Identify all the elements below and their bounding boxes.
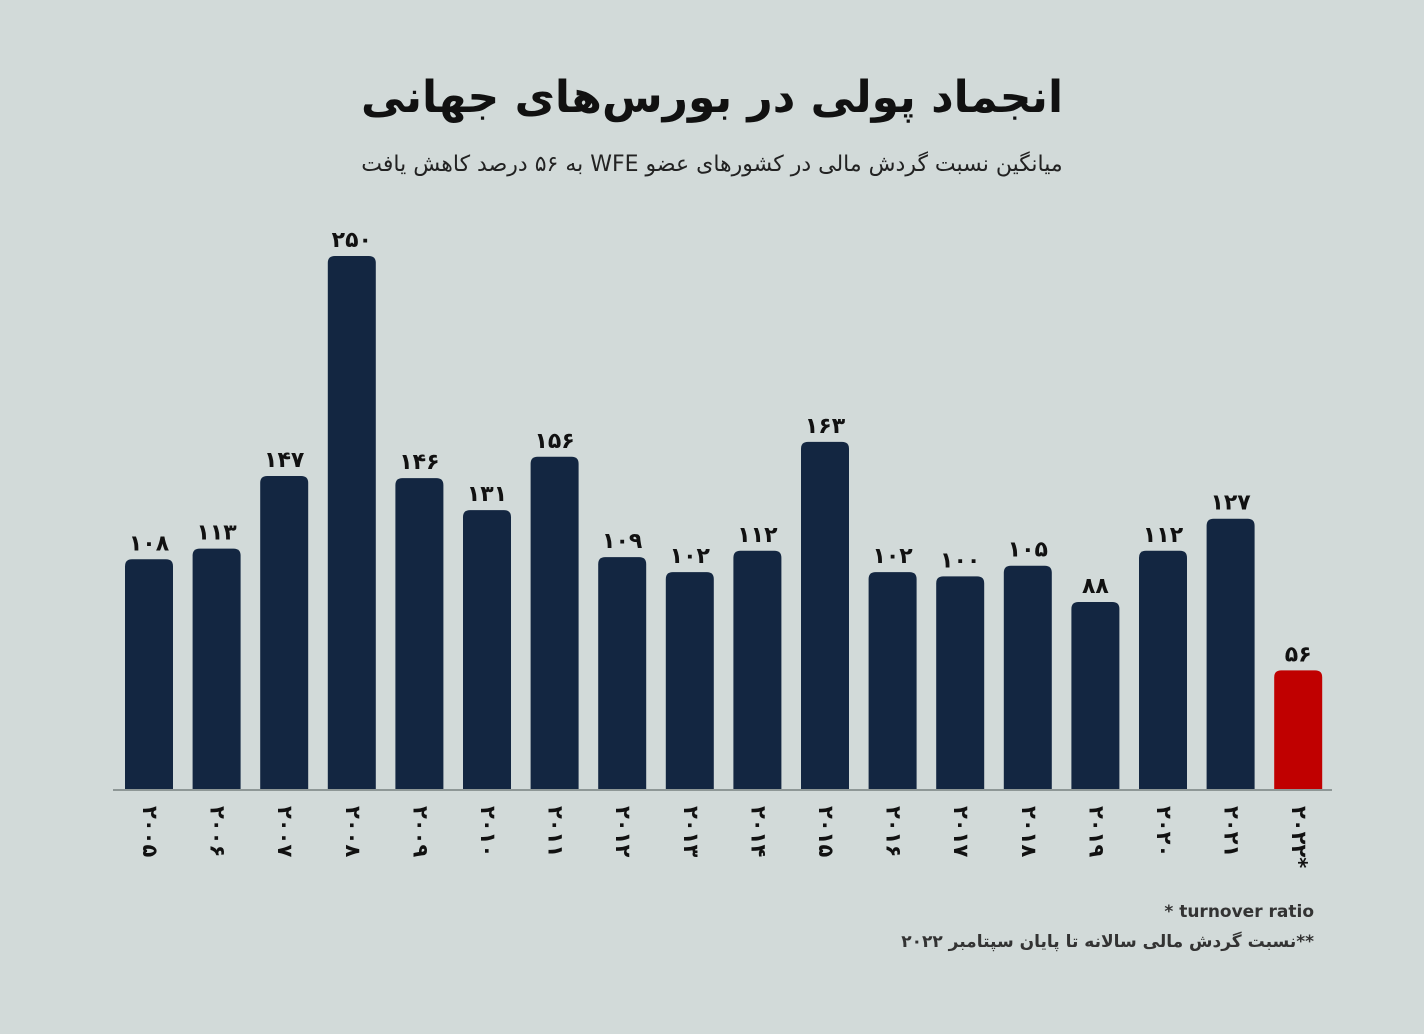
bar-8 [665,572,714,790]
bar-2 [260,476,309,790]
bar-1 [192,548,241,790]
value-label-5: ۱۳۱ [467,482,507,507]
value-label-11: ۱۰۲ [872,544,913,569]
bar-16 [1206,518,1255,790]
footnote-annualized: **نسبت گردش مالی سالانه تا پایان سپتامبر… [901,932,1314,952]
value-label-9: ۱۱۲ [737,523,778,548]
category-label-16: ۲۰۲۱ [1220,806,1244,857]
bar-11 [868,572,917,790]
bar-7 [598,557,647,790]
bar-5 [463,510,511,790]
value-label-7: ۱۰۹ [602,529,642,554]
category-label-6: ۲۰۱۱ [544,806,568,857]
value-label-6: ۱۵۶ [534,429,574,454]
category-label-12: ۲۰۱۷ [949,806,973,857]
category-label-4: ۲۰۰۹ [408,806,432,857]
bar-0 [125,559,173,790]
category-label-5: ۲۰۱۰ [476,806,500,857]
bar-15 [1139,550,1187,790]
category-label-1: ۲۰۰۶ [206,806,230,857]
category-label-17: ۲۰۲۲* [1287,806,1311,868]
category-label-3: ۲۰۰۸ [341,806,365,857]
value-label-8: ۱۰۲ [670,544,711,569]
value-label-14: ۸۸ [1082,574,1109,599]
value-label-2: ۱۴۷ [264,448,305,473]
value-label-0: ۱۰۸ [129,531,170,556]
bar-13 [1003,565,1052,790]
bar-17 [1274,670,1323,790]
category-label-14: ۲۰۱۹ [1084,806,1108,857]
value-label-4: ۱۴۶ [399,450,439,475]
chart-subtitle: میانگین نسبت گردش مالی در کشورهای عضو WF… [361,152,1063,177]
bar-12 [936,576,985,790]
category-label-2: ۲۰۰۷ [273,806,297,857]
category-label-10: ۲۰۱۵ [814,806,838,857]
category-label-8: ۲۰۱۳ [679,806,703,857]
value-label-17: ۵۶ [1285,642,1312,667]
footnote-turnover-ratio: turnover ratio * [1164,902,1314,922]
value-label-10: ۱۶۳ [805,414,846,439]
value-label-12: ۱۰۰ [940,548,980,573]
category-label-15: ۲۰۲۰ [1152,806,1176,857]
category-label-11: ۲۰۱۶ [882,806,906,857]
bar-14 [1071,602,1120,790]
value-label-13: ۱۰۵ [1008,538,1048,563]
category-label-13: ۲۰۱۸ [1017,806,1041,857]
bars-layer [125,256,1323,790]
category-label-9: ۲۰۱۴ [746,806,770,857]
bar-6 [530,456,579,790]
category-label-0: ۲۰۰۵ [138,806,162,857]
value-label-3: ۲۵۰ [332,228,372,253]
value-label-1: ۱۱۳ [196,521,237,546]
bar-3 [327,256,376,790]
category-label-7: ۲۰۱۲ [611,806,635,857]
bar-4 [395,478,444,790]
value-label-15: ۱۱۲ [1143,523,1184,548]
value-label-16: ۱۲۷ [1210,491,1251,516]
chart-title: انجماد پولی در بورس‌های جهانی [360,72,1064,123]
bar-10 [801,441,849,790]
labels-layer: ۱۰۸ ۲۰۰۵ ۱۱۳ ۲۰۰۶ ۱۴۷ ۲۰۰۷ ۲۵۰ ۲۰۰۸ ۱۴۶ ۲۰۰۹ ۱۳۱ ۲۰… [129,228,1312,868]
bar-9 [733,550,782,790]
